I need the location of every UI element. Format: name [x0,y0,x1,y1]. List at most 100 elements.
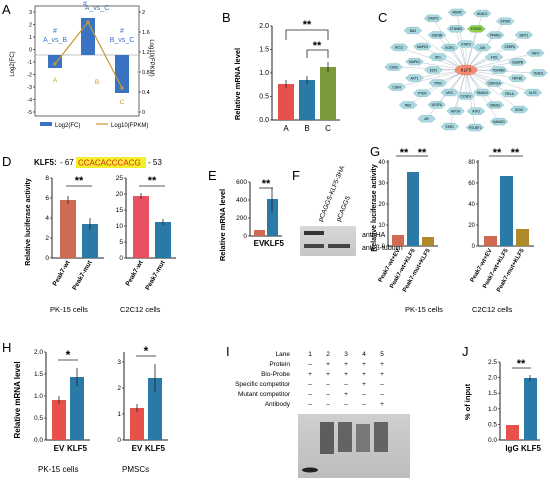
c-node-label-25: PPARG [490,33,501,37]
a-line-label-c: C [120,99,125,106]
g-left-bar-wt-ev [392,235,404,246]
g-left-ticks: 0 10 20 30 40 [378,160,388,250]
b-bar-b [299,80,315,120]
c-node-20 [405,58,424,66]
d-right-ticks-label-4: 20 [116,191,124,198]
h-right-ticks-label-0: 0 [117,437,121,444]
d-left-sig: ** [75,175,84,187]
h-left-ticks-label-3: 1.5 [34,371,43,378]
g-right-ticks-label-3: 60 [468,181,475,187]
c-node-13 [500,89,519,98]
e-ticks-label-0: 0 [243,233,247,240]
h-left-xlabel-ev: EV [54,444,65,453]
c-node-8 [440,43,459,52]
c-edge-14 [465,69,496,106]
h-right-bar-ev [130,408,144,440]
panel-e: E Relative mRNA level 0 200 400 600 ** EV K… [208,168,285,261]
g-right-sig-2: ** [511,147,520,159]
c-node-label-14: CREB1 [490,103,501,107]
d-left-xlabel-mut: Peak7-mut [71,259,94,292]
c-node-2 [473,88,492,97]
c-node-label-43: SIRT1 [519,33,528,37]
h-left-ticks-label-2: 1.0 [34,393,43,400]
b-sig-2: ** [313,40,322,52]
e-bar-klf5 [267,199,278,236]
c-node-label-33: AR [424,117,429,121]
i-row-label-5: Antibody [265,401,291,408]
h-left-ticks-label-0: 0.0 [34,437,43,444]
c-node-label-21: MAPK3 [417,45,428,49]
c-node-6 [424,66,443,74]
c-node-label-4: MYC [446,91,454,95]
e-xlabel-ev: EV [254,239,265,248]
c-node-label-36: CDK6 [389,65,398,69]
f-band-label-tubulin: anti-β-tubulin [362,245,403,252]
h-left-ticks-label-4: 2.0 [34,349,43,356]
g-right-ticks-label-0: 0 [472,244,476,250]
g-left-ticks-label-0: 0 [382,244,386,250]
c-node-17 [427,101,446,109]
j-ticks-label-2: 1.0 [488,406,497,413]
c-node-29 [509,105,529,114]
a-bar-a-vs-b [48,55,62,68]
c-node-label-30: NANOG [493,120,505,124]
b-ticks-label-4: 2.0 [259,23,269,30]
a-legend-bar-swatch [40,122,52,126]
h-ylabel: Relative mRNA level [13,361,22,438]
h-right-ticks: 0 1 2 3 [117,359,124,444]
c-node-22 [427,31,447,39]
g-left-ticks-label-4: 40 [378,160,385,166]
c-node-label-45: TEAD1 [533,71,544,75]
panel-letter-i: I [226,344,230,359]
c-edge-24 [465,28,477,71]
g-left-ticks-label-2: 20 [378,202,385,208]
i-cell-4-3: – [362,391,366,398]
d-right-ticks: 0 5 10 15 20 25 [116,175,126,262]
c-edge-41 [465,13,483,71]
e-ticks-label-1: 200 [236,215,247,222]
h-left-xlabel-klf5: KLF5 [67,444,88,453]
c-node-5 [428,79,448,87]
c-node-27 [508,58,527,66]
h-left-bar-ev [52,400,66,440]
i-cell-3-3: + [362,381,366,388]
b-xlabel-a: A [283,124,289,133]
d-right-ticks-label-1: 5 [119,239,123,246]
c-node-31 [465,123,485,132]
g-left-sig-2: ** [418,147,427,159]
c-node-label-8: EGR1 [445,46,454,50]
g-left-ticks-label-1: 10 [378,223,385,229]
h-right-ticks-label-3: 3 [117,359,121,366]
c-node-label-16: HIF1A [451,109,461,113]
f-lane-label-2: pCAGGS [335,194,352,222]
c-edge-16 [455,69,467,112]
c-node-1 [484,79,504,87]
c-node-40 [447,8,467,17]
i-cell-4-0: – [308,391,312,398]
c-node-label-41: HDAC1 [477,12,488,16]
c-node-label-28: KLF4 [529,91,537,95]
j-sig: ** [517,358,526,370]
j-bar-klf5 [524,378,537,440]
c-network: TGFBR2 CDKN1A SMAD3 CCND1 MYC TP53 E2F1 SP1 EGR1… [384,8,548,132]
i-cell-5-0: – [308,401,312,408]
h-cell-label-1: PK-15 cells [38,465,78,474]
b-bar-a [278,84,294,120]
j-ticks-label-1: 0.5 [488,421,497,428]
f-band-tubulin-2 [328,244,350,248]
b-ticks-label-0: 0.0 [259,117,269,124]
i-row-label-3: Specific competitor [235,381,291,388]
h-left-ticks-label-1: 0.5 [34,415,43,422]
panel-letter-d: D [2,154,11,169]
a-right-axis-label: Log10(FPKM) [148,39,154,76]
a-line-point-b [86,20,90,24]
d-right-sig: ** [148,175,157,187]
i-row-label-1: Protein [269,361,290,368]
c-node-label-26: CEBPA [504,45,515,49]
c-node-38 [403,26,423,35]
panel-letter-c: C [378,10,387,25]
panel-i: I Lane 1 2 3 4 5 Protein – + + + + Bio-Probe + + + + + Spe… [226,344,410,478]
f-band-label-ha: anti-HA [362,232,386,239]
c-node-25 [486,31,505,39]
panel-j: J % of input 0.0 0.5 1.0 1.5 2.0 2.5 ** IgG K… [462,344,542,453]
